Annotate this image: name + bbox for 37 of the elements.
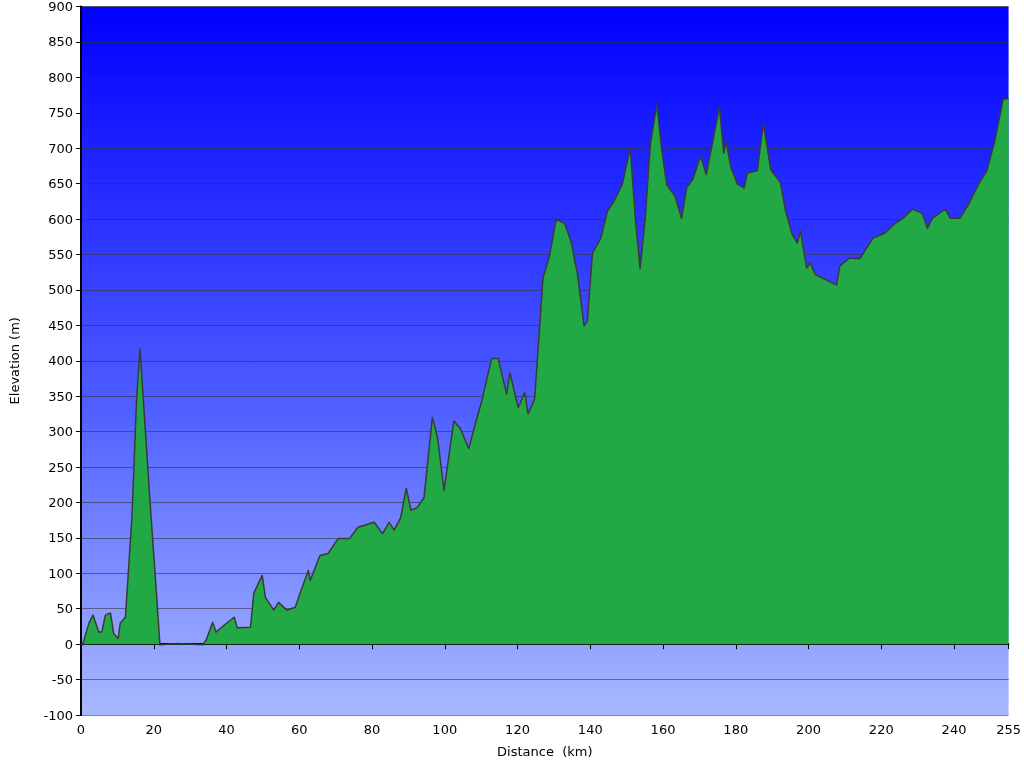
x-tick-label: 200 [796,722,821,737]
x-tick-label: 100 [432,722,458,737]
y-axis-title: Elevation (m) [7,317,22,405]
y-tick-label: -100 [43,707,73,723]
y-tick-label: 700 [48,140,73,156]
x-tick-label: 80 [363,722,381,737]
y-tick-label: 450 [48,317,73,333]
y-tick-label: 750 [48,105,73,121]
x-tick-label: 20 [145,722,163,737]
x-tick-label: 180 [723,722,749,737]
y-tick-label: -50 [51,672,73,688]
x-tick-label: 220 [868,722,894,737]
x-tick-label: 40 [218,722,235,737]
x-axis-title: Distance (km) [497,744,593,759]
x-tick-label: 160 [650,722,676,737]
y-tick-label: 550 [48,246,73,262]
y-tick-label: 50 [56,601,73,617]
y-tick-label: 300 [48,424,73,440]
y-tick-label: 100 [48,565,73,581]
y-tick-label: 400 [48,353,73,369]
y-tick-label: 350 [48,388,73,404]
x-tick-label: 140 [577,722,603,737]
y-tick-label: 250 [48,459,73,475]
y-tick-label: 850 [48,34,73,50]
y-tick-label: 0 [64,636,73,652]
x-tick-label: 60 [290,722,308,737]
y-tick-label: 500 [48,282,73,298]
y-tick-label: 200 [48,494,73,510]
x-tick-label: 0 [76,722,86,737]
y-tick-label: 150 [48,530,73,546]
x-tick-label: 120 [505,722,530,737]
y-tick-label: 900 [48,0,73,14]
x-tick-label: 240 [941,722,967,737]
x-tick-label: 255 [996,722,1022,737]
y-tick-label: 800 [48,69,73,85]
y-tick-label: 600 [48,211,73,227]
y-tick-label: 650 [48,176,73,192]
